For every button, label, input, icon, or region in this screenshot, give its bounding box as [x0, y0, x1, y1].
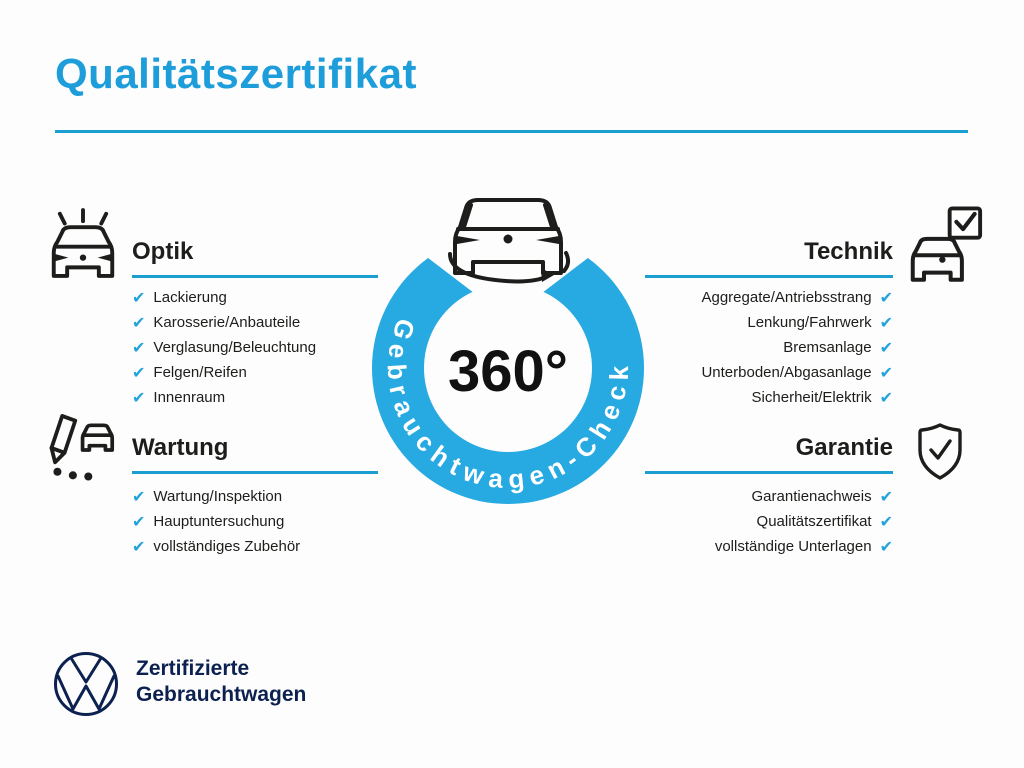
checklist-item: ✔ Wartung/Inspektion [132, 484, 300, 509]
item-label: Qualitätszertifikat [756, 513, 872, 530]
item-label: Lackierung [153, 289, 227, 306]
checklist-item: ✔ Felgen/Reifen [132, 360, 316, 385]
brand-text: Zertifizierte Gebrauchtwagen [136, 656, 306, 708]
checklist-item: Qualitätszertifikat ✔ [593, 509, 893, 534]
check-icon: ✔ [879, 312, 893, 332]
checklist-item: vollständige Unterlagen ✔ [593, 534, 893, 559]
checklist-item: ✔ vollständiges Zubehör [132, 534, 300, 559]
360-check-badge: Gebrauchtwagen-Check 360° [372, 198, 644, 505]
item-label: vollständiges Zubehör [153, 538, 301, 555]
optik-checklist: ✔ Lackierung ✔ Karosserie/Anbauteile ✔ V… [132, 285, 316, 410]
vw-logo [54, 652, 118, 716]
brand-line1: Zertifizierte [136, 657, 250, 680]
item-label: Sicherheit/Elektrik [751, 389, 872, 406]
checklist-item: Bremsanlage ✔ [593, 335, 893, 360]
check-icon: ✔ [879, 387, 893, 407]
car-front-icon [453, 198, 563, 275]
item-label: Wartung/Inspektion [153, 488, 283, 505]
ring-shape [372, 258, 644, 505]
degree-label: 360° [448, 339, 568, 404]
check-icon: ✔ [879, 287, 893, 307]
checklist-item: Garantienachweis ✔ [593, 484, 893, 509]
check-icon: ✔ [132, 486, 146, 506]
item-label: Verglasung/Beleuchtung [153, 339, 317, 356]
checklist-item: Aggregate/Antriebsstrang ✔ [593, 285, 893, 310]
checklist-item: ✔ Hauptuntersuchung [132, 509, 300, 534]
check-icon: ✔ [132, 536, 146, 556]
check-icon: ✔ [879, 362, 893, 382]
item-label: vollständige Unterlagen [714, 538, 872, 555]
section-heading-technik: Technik [645, 238, 893, 278]
item-label: Hauptuntersuchung [153, 513, 285, 530]
page-title: Qualitätszertifikat [55, 50, 417, 97]
item-label: Unterboden/Abgasanlage [701, 364, 872, 381]
rotation-arrow-icon [448, 251, 571, 284]
check-icon: ✔ [132, 287, 146, 307]
section-heading-optik: Optik [132, 238, 378, 278]
item-label: Karosserie/Anbauteile [153, 314, 301, 331]
garantie-shield-check-icon [918, 423, 962, 480]
check-icon: ✔ [879, 337, 893, 357]
wartung-service-checklist-icon [49, 414, 115, 481]
item-label: Lenkung/Fahrwerk [747, 314, 872, 331]
optik-shiny-car-icon [51, 208, 115, 278]
technik-checklist: Aggregate/Antriebsstrang ✔ Lenkung/Fahrw… [593, 285, 893, 410]
garantie-checklist: Garantienachweis ✔ Qualitätszertifikat ✔… [593, 484, 893, 559]
item-label: Bremsanlage [783, 339, 872, 356]
checklist-item: ✔ Innenraum [132, 385, 316, 410]
brand-line2: Gebrauchtwagen [136, 683, 307, 706]
section-heading-garantie: Garantie [645, 434, 893, 474]
section-heading-wartung: Wartung [132, 434, 378, 474]
item-label: Felgen/Reifen [153, 364, 247, 381]
checklist-item: Sicherheit/Elektrik ✔ [593, 385, 893, 410]
check-icon: ✔ [879, 536, 893, 556]
check-icon: ✔ [879, 511, 893, 531]
check-icon: ✔ [132, 511, 146, 531]
item-label: Innenraum [153, 389, 226, 406]
check-icon: ✔ [132, 312, 146, 332]
technik-car-check-document-icon [910, 206, 983, 282]
check-icon: ✔ [132, 387, 146, 407]
checklist-item: ✔ Lackierung [132, 285, 316, 310]
title-divider [55, 130, 968, 133]
wartung-checklist: ✔ Wartung/Inspektion ✔ Hauptuntersuchung… [132, 484, 300, 559]
item-label: Garantienachweis [751, 488, 872, 505]
check-icon: ✔ [879, 486, 893, 506]
check-icon: ✔ [132, 362, 146, 382]
item-label: Aggregate/Antriebsstrang [701, 289, 872, 306]
checklist-item: ✔ Verglasung/Beleuchtung [132, 335, 316, 360]
checklist-item: ✔ Karosserie/Anbauteile [132, 310, 316, 335]
checklist-item: Lenkung/Fahrwerk ✔ [593, 310, 893, 335]
checklist-item: Unterboden/Abgasanlage ✔ [593, 360, 893, 385]
check-icon: ✔ [132, 337, 146, 357]
